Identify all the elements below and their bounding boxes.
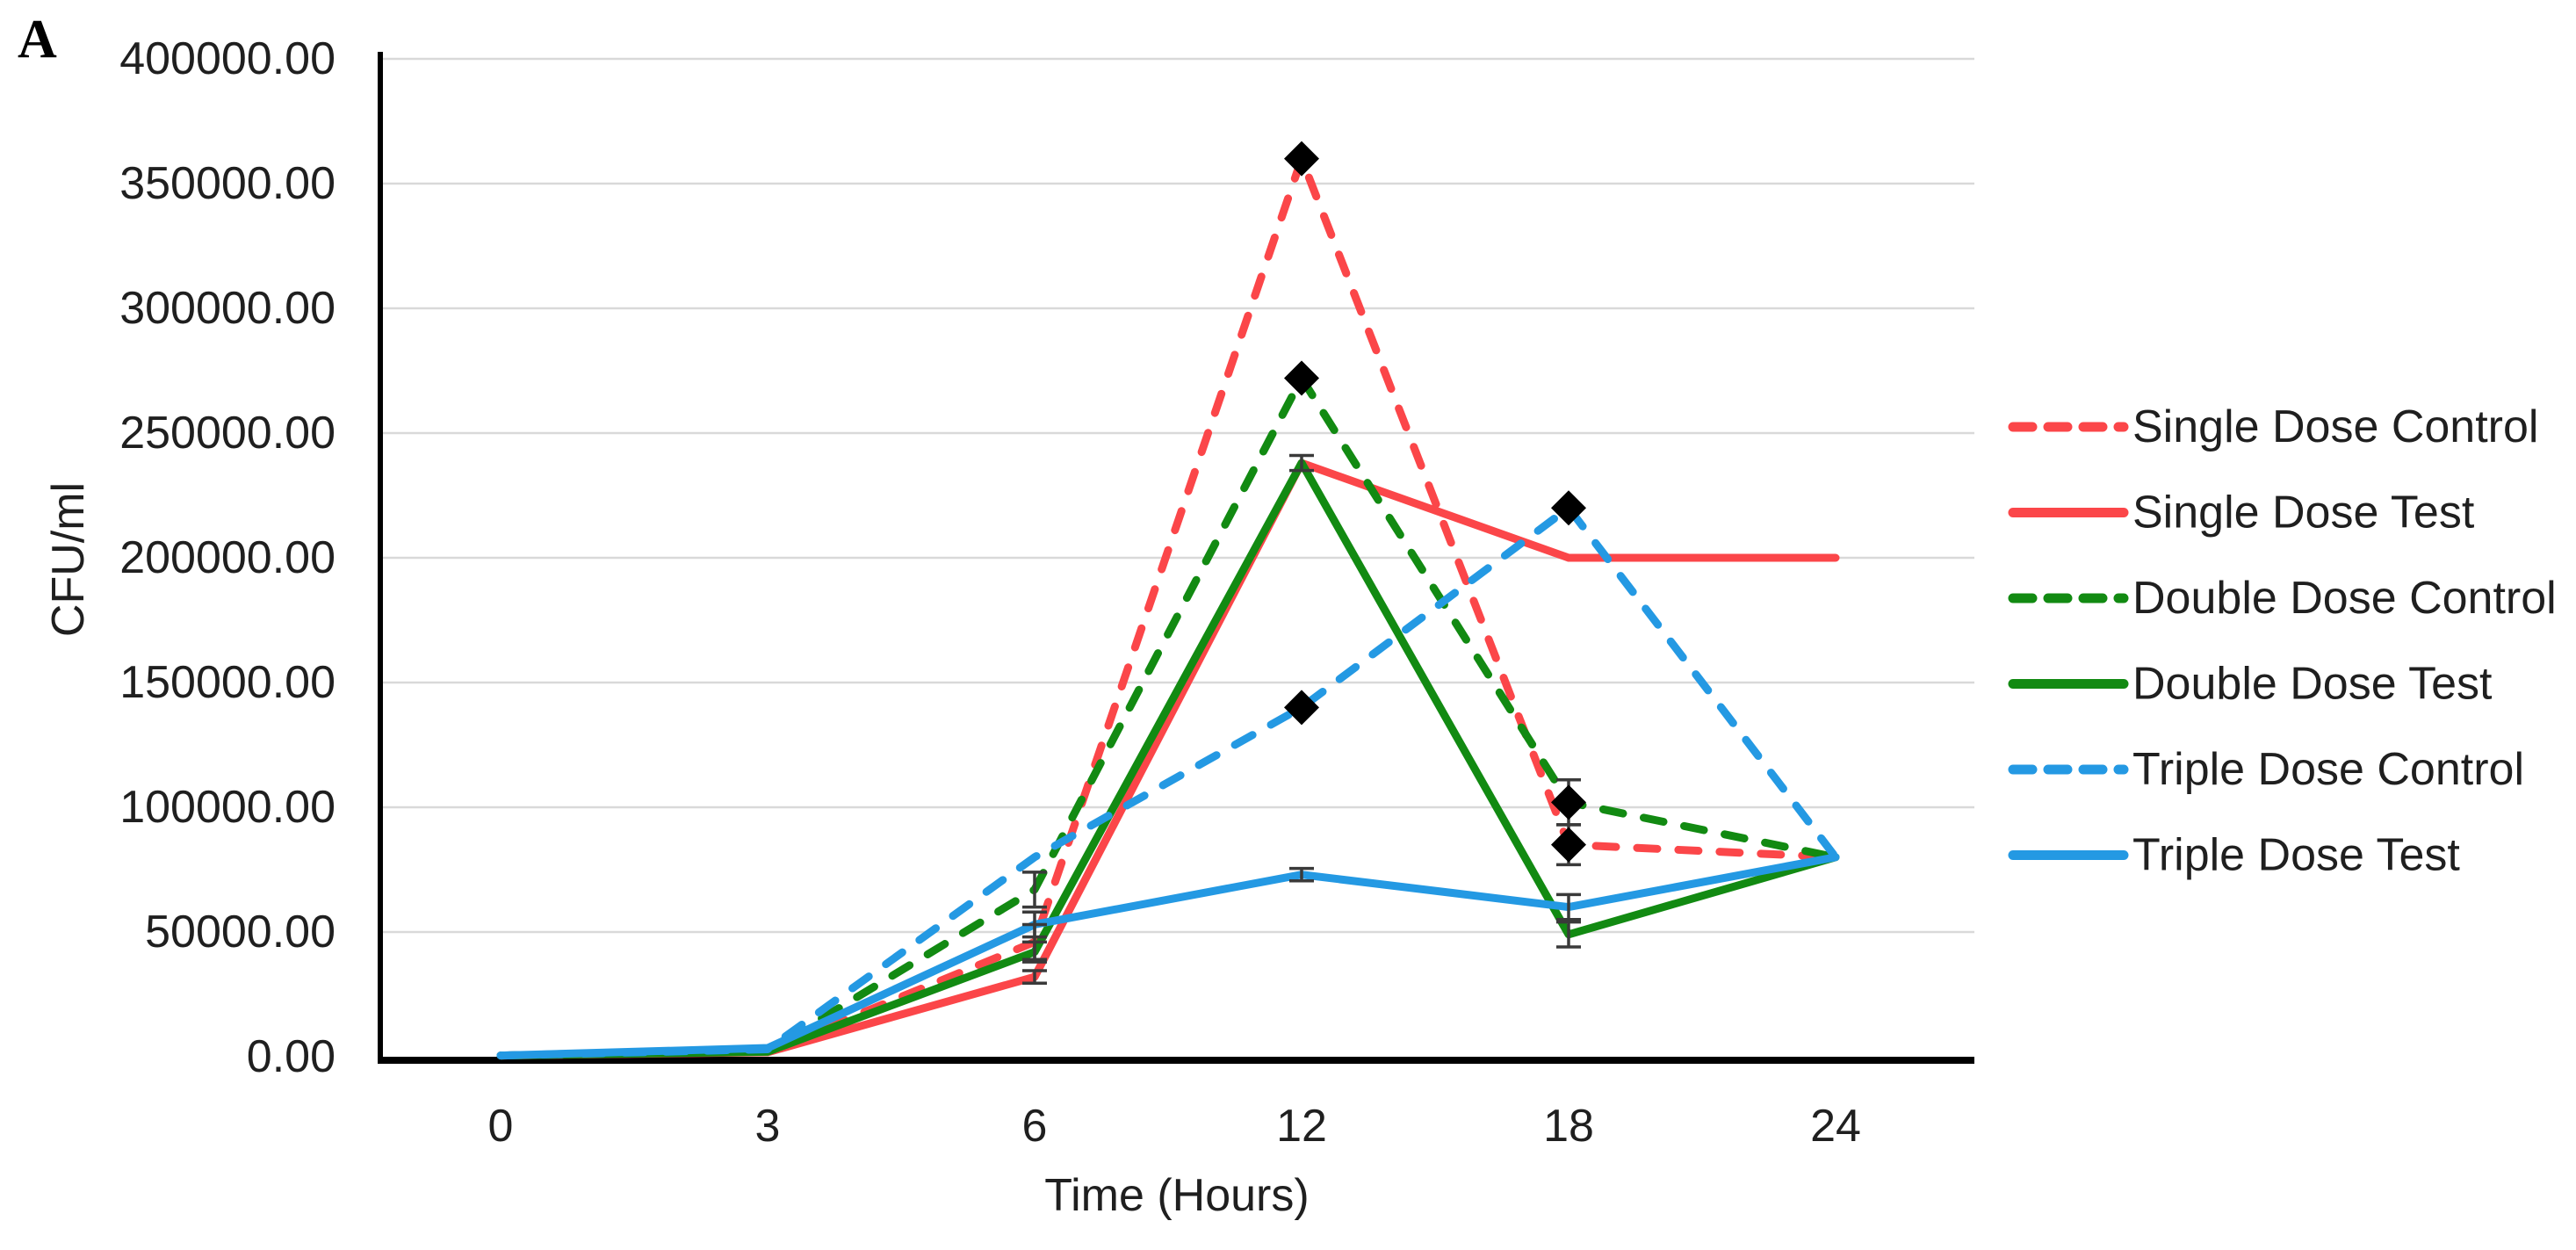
x-tick-label: 3 (755, 1101, 781, 1152)
legend-label: Triple Dose Test (2132, 830, 2460, 881)
series-line-triple-dose-test (496, 853, 1840, 1060)
y-tick-label: 250000.00 (119, 408, 336, 459)
diamond-marker (1284, 690, 1319, 726)
series-lines (496, 155, 1840, 1060)
y-tick-label: 150000.00 (119, 657, 336, 708)
y-axis-tick-labels: 0.00 50000.00 100000.00 150000.00 200000.00 2… (119, 33, 336, 1082)
legend: Single Dose Control Single Dose Test Doubl… (2008, 401, 2557, 881)
series-line-triple-dose-control (496, 503, 1840, 1060)
legend-label: Double Dose Control (2132, 573, 2557, 624)
legend-label: Triple Dose Control (2132, 744, 2524, 795)
x-tick-label: 18 (1543, 1101, 1594, 1152)
legend-label: Single Dose Test (2132, 488, 2475, 538)
series-line-single-dose-control (496, 155, 1840, 1060)
panel-label: A (18, 10, 57, 69)
y-tick-label: 400000.00 (119, 33, 336, 84)
legend-label: Double Dose Test (2132, 659, 2493, 710)
diamond-marker (1551, 784, 1586, 820)
x-axis-title: Time (Hours) (1044, 1170, 1310, 1221)
diamond-marker (1551, 490, 1586, 526)
y-tick-label: 200000.00 (119, 532, 336, 583)
gridlines (380, 57, 1974, 934)
axes (378, 52, 1974, 1064)
diamond-marker (1551, 827, 1586, 863)
y-tick-label: 300000.00 (119, 283, 336, 334)
x-tick-label: 24 (1810, 1101, 1861, 1152)
diamond-marker (1284, 141, 1319, 177)
x-tick-label: 6 (1022, 1101, 1048, 1152)
y-tick-label: 100000.00 (119, 782, 336, 833)
legend-label: Single Dose Control (2132, 401, 2538, 452)
x-tick-label: 12 (1276, 1101, 1327, 1152)
y-tick-label: 50000.00 (145, 907, 336, 957)
y-axis-title: CFU/ml (43, 481, 94, 638)
y-tick-label: 0.00 (247, 1031, 336, 1082)
y-tick-label: 350000.00 (119, 158, 336, 209)
x-tick-label: 0 (488, 1101, 514, 1152)
data-markers (1284, 141, 1586, 863)
x-axis-tick-labels: 0 3 6 12 18 24 (488, 1101, 1861, 1152)
diamond-marker (1284, 360, 1319, 396)
